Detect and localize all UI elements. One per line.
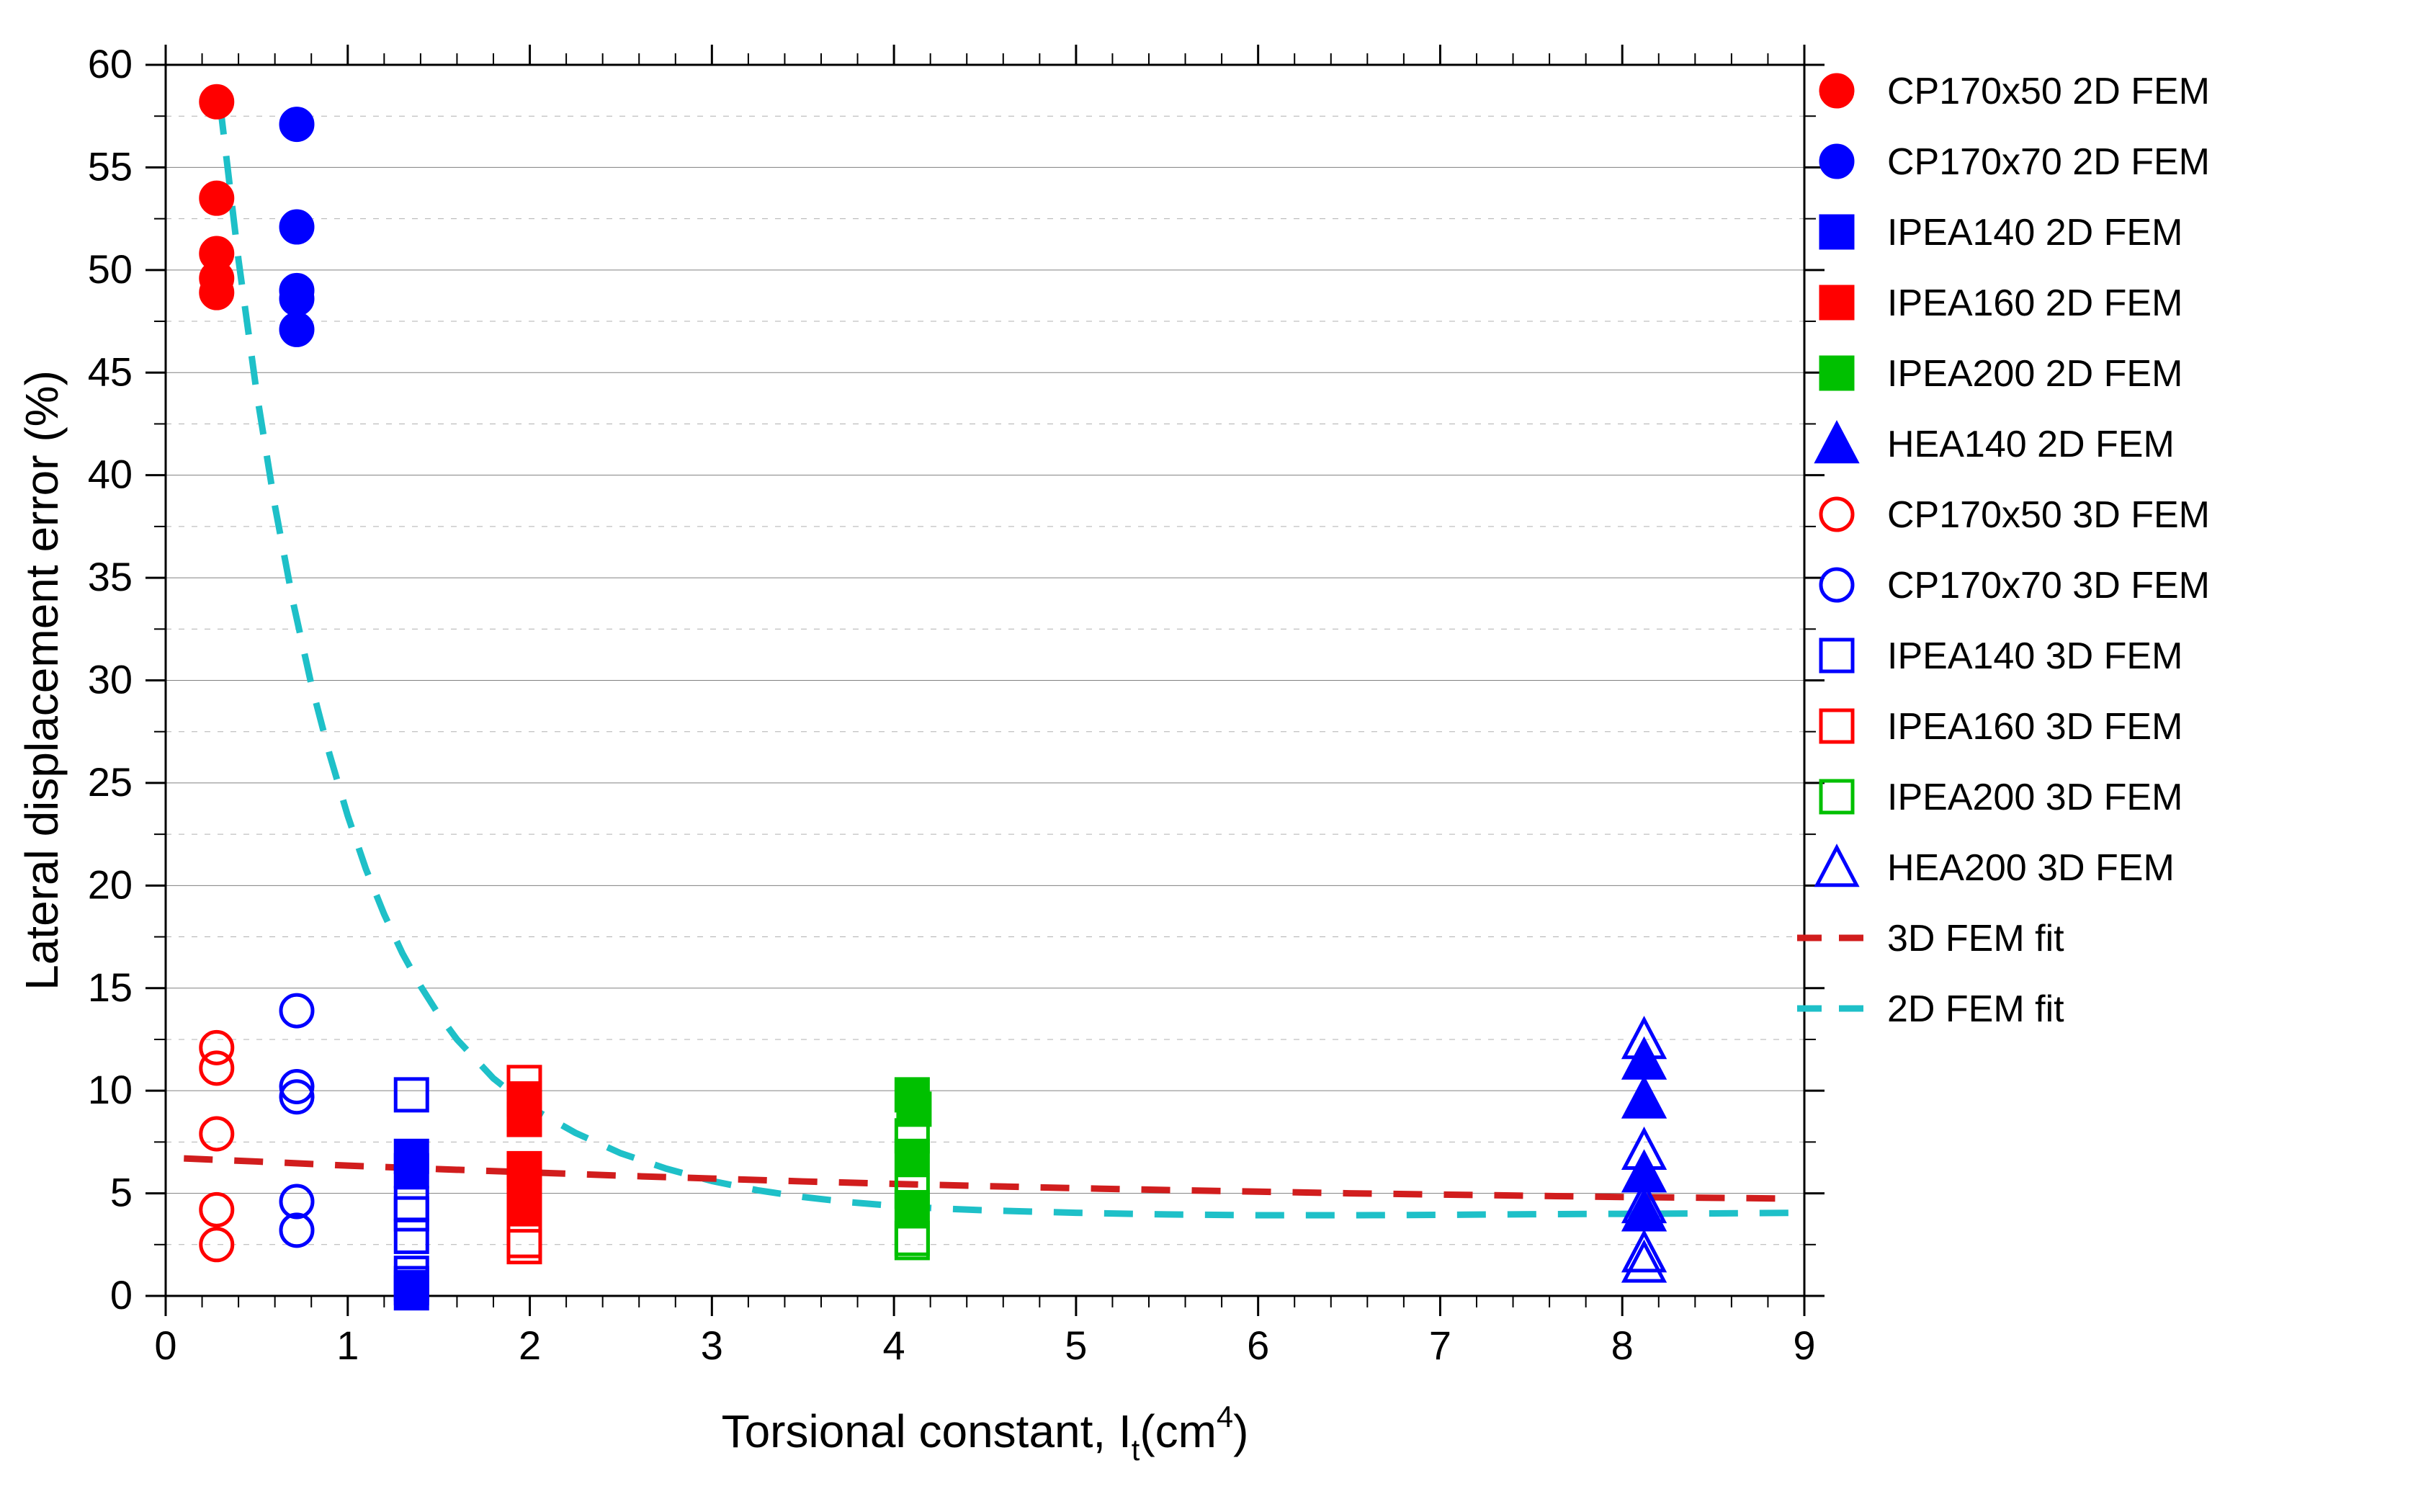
- legend-label: HEA140 2D FEM: [1887, 424, 2175, 465]
- x-tick-label: 5: [1065, 1323, 1087, 1368]
- series: [395, 1079, 427, 1299]
- legend-label: IPEA140 2D FEM: [1887, 212, 2182, 254]
- legend-label: IPEA160 2D FEM: [1887, 282, 2182, 324]
- y-tick-label: 10: [88, 1067, 133, 1112]
- y-tick-label: 40: [88, 452, 133, 497]
- legend-label: IPEA160 3D FEM: [1887, 706, 2182, 748]
- x-tick-label: 7: [1429, 1323, 1451, 1368]
- x-tick-label: 0: [154, 1323, 176, 1368]
- y-tick-label: 30: [88, 657, 133, 702]
- legend-label: IPEA200 3D FEM: [1887, 777, 2182, 818]
- y-tick-label: 45: [88, 349, 133, 394]
- x-tick-label: 2: [519, 1323, 541, 1368]
- y-tick-label: 0: [110, 1272, 133, 1318]
- scatter-chart: 0123456789051015202530354045505560Torsio…: [0, 0, 2431, 1512]
- legend-label: CP170x50 3D FEM: [1887, 494, 2210, 536]
- y-tick-label: 55: [88, 143, 133, 189]
- y-tick-label: 50: [88, 246, 133, 292]
- fit-curve: [220, 106, 1796, 1215]
- series: [281, 995, 313, 1246]
- x-tick-label: 1: [336, 1323, 359, 1368]
- x-tick-label: 9: [1793, 1323, 1815, 1368]
- legend-label: IPEA140 3D FEM: [1887, 635, 2182, 677]
- legend-label: CP170x70 2D FEM: [1887, 141, 2210, 183]
- legend-label: 2D FEM fit: [1887, 988, 2064, 1030]
- series: [201, 86, 233, 308]
- y-tick-label: 35: [88, 554, 133, 599]
- legend: CP170x50 2D FEM CP170x70 2D FEM IPEA140 2D…: [1797, 71, 2210, 1030]
- series: [201, 1032, 233, 1260]
- x-tick-label: 6: [1247, 1323, 1269, 1368]
- series: [281, 109, 313, 346]
- x-tick-label: 3: [701, 1323, 723, 1368]
- y-tick-label: 15: [88, 965, 133, 1010]
- legend-label: 3D FEM fit: [1887, 918, 2064, 959]
- x-tick-label: 8: [1611, 1323, 1634, 1368]
- legend-label: CP170x70 3D FEM: [1887, 565, 2210, 607]
- series: [395, 1140, 427, 1308]
- y-tick-label: 60: [88, 41, 133, 86]
- grid: [166, 116, 1804, 1245]
- legend-label: IPEA200 2D FEM: [1887, 353, 2182, 395]
- legend-label: CP170x50 2D FEM: [1887, 71, 2210, 112]
- x-axis-label: Torsional constant, It(cm4): [722, 1400, 1249, 1467]
- y-tick-label: 20: [88, 862, 133, 907]
- x-tick-label: 4: [883, 1323, 905, 1368]
- legend-label: HEA200 3D FEM: [1887, 847, 2175, 889]
- y-tick-label: 5: [110, 1170, 133, 1215]
- series: [1624, 1040, 1664, 1230]
- y-tick-label: 25: [88, 759, 133, 805]
- y-axis-label: Lateral displacement error (%): [16, 370, 68, 990]
